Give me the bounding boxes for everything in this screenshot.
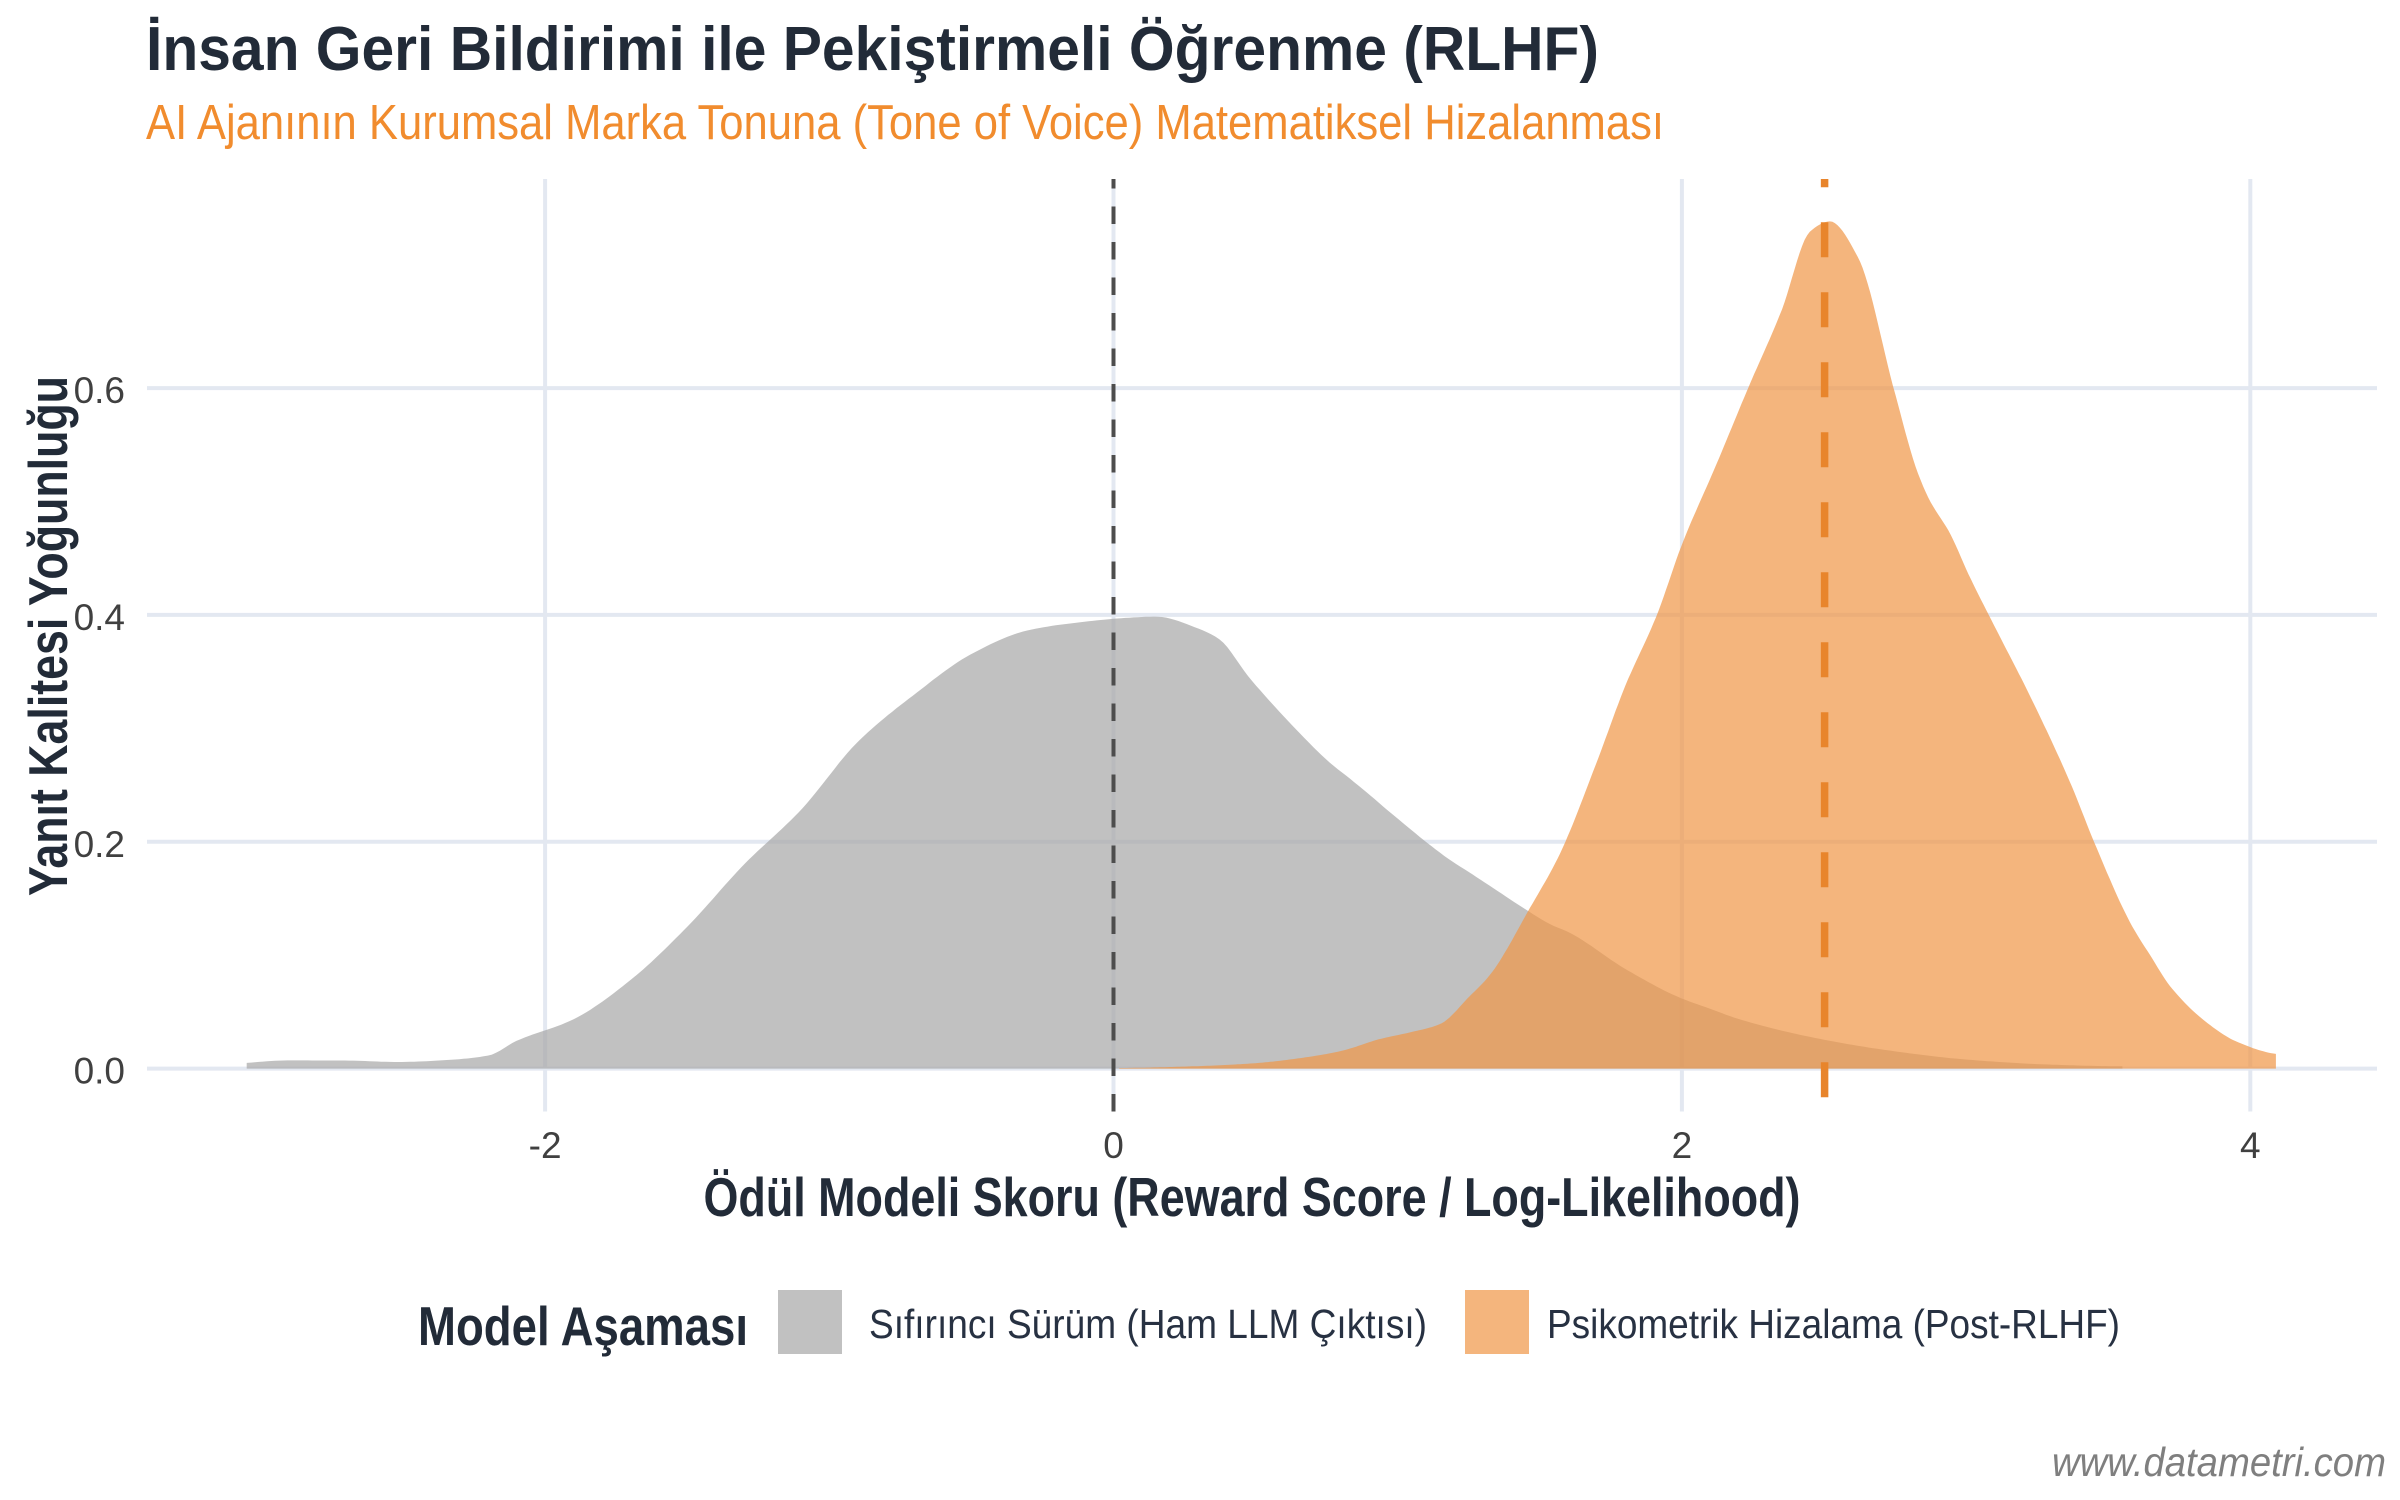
svg-text:Ödül Modeli Skoru (Reward Scor: Ödül Modeli Skoru (Reward Score / Log-Li… [704, 1166, 1801, 1228]
svg-text:0.4: 0.4 [74, 597, 125, 638]
svg-text:0: 0 [1103, 1125, 1124, 1166]
svg-text:AI Ajanının Kurumsal Marka Ton: AI Ajanının Kurumsal Marka Tonuna (Tone … [146, 96, 1664, 150]
svg-text:Psikometrik Hizalama (Post-RLH: Psikometrik Hizalama (Post-RLHF) [1547, 1301, 2120, 1347]
svg-text:İnsan Geri Bildirimi ile Pekiş: İnsan Geri Bildirimi ile Pekiştirmeli Öğ… [146, 15, 1599, 84]
svg-text:0.2: 0.2 [74, 824, 125, 865]
svg-text:2: 2 [1672, 1125, 1693, 1166]
svg-text:Model Aşaması: Model Aşaması [418, 1295, 748, 1357]
svg-text:-2: -2 [529, 1125, 562, 1166]
svg-text:www.datametri.com: www.datametri.com [2052, 1439, 2386, 1485]
svg-text:0.0: 0.0 [74, 1051, 125, 1092]
svg-text:Sıfırıncı Sürüm (Ham LLM Çıktı: Sıfırıncı Sürüm (Ham LLM Çıktısı) [869, 1301, 1427, 1347]
svg-text:0.6: 0.6 [74, 370, 125, 411]
svg-text:Yanıt Kalitesi Yoğunluğu: Yanıt Kalitesi Yoğunluğu [17, 376, 79, 896]
svg-text:4: 4 [2240, 1125, 2261, 1166]
